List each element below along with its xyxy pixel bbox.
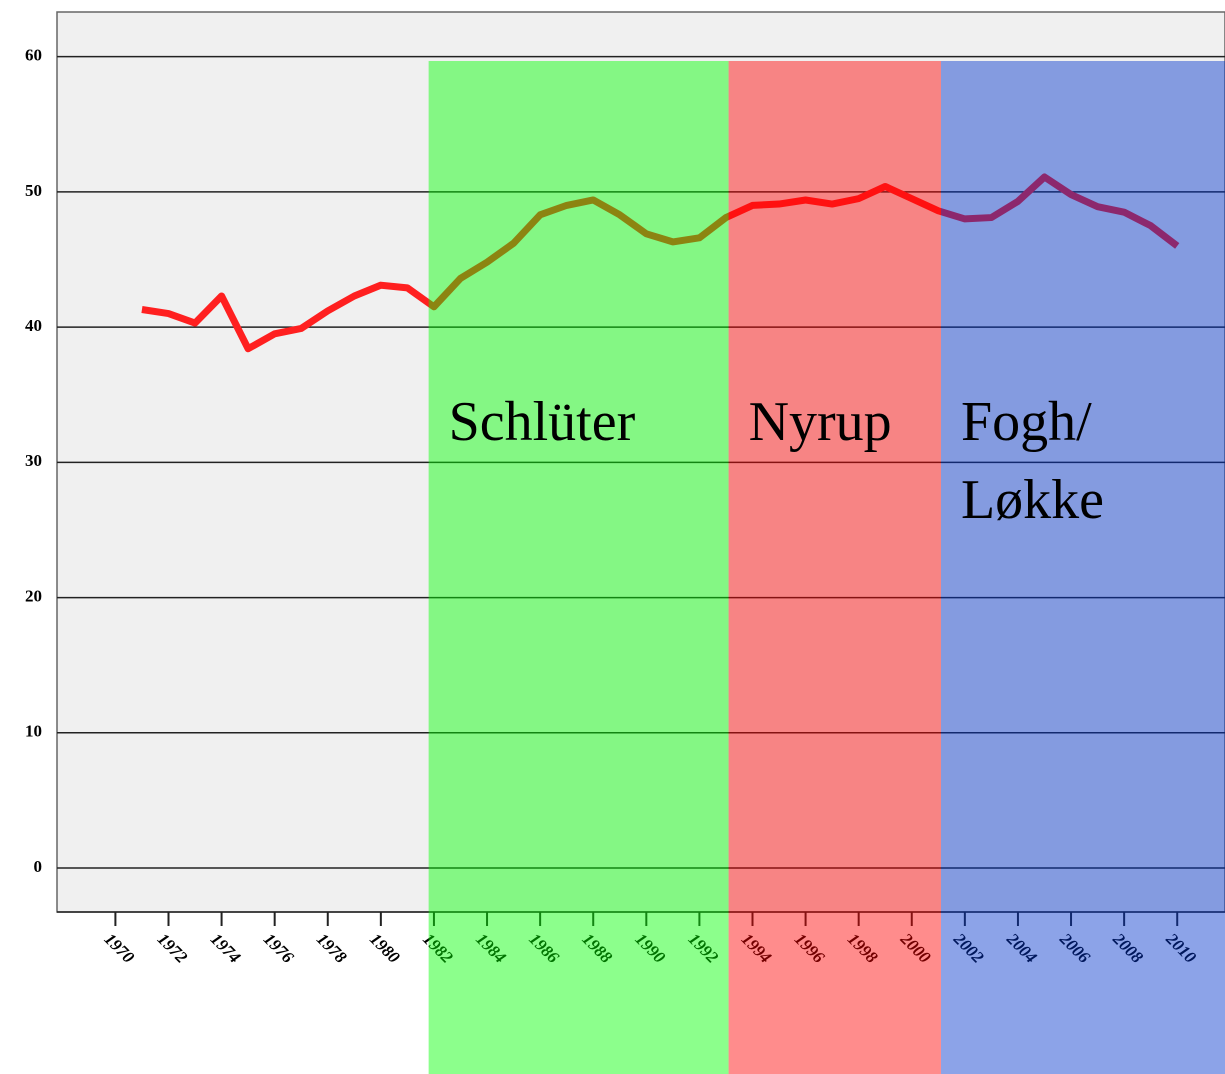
y-tick-label: 60 — [25, 46, 42, 65]
y-tick-label: 20 — [25, 586, 42, 605]
period-label: Løkke — [961, 469, 1104, 531]
y-tick-label: 0 — [34, 857, 43, 876]
data-line — [141, 173, 1180, 353]
period-band — [728, 61, 941, 1074]
period-label: Fogh/ — [961, 391, 1092, 453]
y-tick-label: 50 — [25, 181, 42, 200]
period-label: Schlüter — [449, 391, 636, 453]
period-label: Nyrup — [749, 391, 892, 453]
y-tick-label: 40 — [25, 316, 42, 335]
x-tick-label: 1978 — [313, 929, 351, 967]
period-band — [428, 61, 729, 1074]
x-tick-label: 1974 — [207, 929, 244, 966]
period-band — [940, 61, 1225, 1074]
x-tick-label: 1970 — [101, 929, 139, 967]
x-tick-label: 1976 — [260, 929, 298, 967]
x-tick-label: 1980 — [366, 929, 404, 967]
x-tick-label: 1972 — [154, 929, 192, 967]
y-tick-label: 10 — [25, 722, 42, 741]
y-tick-label: 30 — [25, 451, 42, 470]
